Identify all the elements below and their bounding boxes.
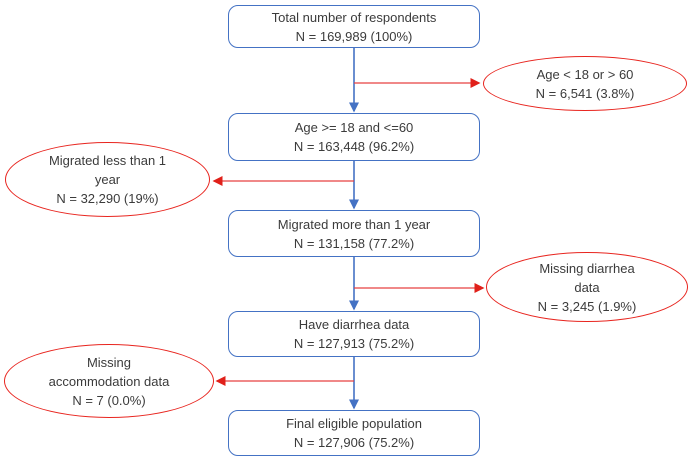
box-label: Age >= 18 and <=60 xyxy=(294,120,414,135)
flow-box-age-18-to-60: Age >= 18 and <=60 N = 163,448 (96.2%) xyxy=(228,113,480,161)
box-count: N = 169,989 (100%) xyxy=(295,28,413,44)
ellipse-label: Migrated less than 1 xyxy=(48,153,167,168)
flow-box-final-eligible: Final eligible population N = 127,906 (7… xyxy=(228,410,480,456)
flow-box-total-respondents: Total number of respondents N = 169,989 … xyxy=(228,5,480,48)
ellipse-label: accommodation data xyxy=(48,373,170,389)
ellipse-label: Missing diarrhea xyxy=(539,260,635,276)
ellipse-count: N = 3,245 (1.9%) xyxy=(537,298,637,314)
ellipse-excluded-missing-accommodation: Missing accommodation data N = 7 (0.0%) xyxy=(4,344,214,418)
ellipse-label: data xyxy=(574,279,600,295)
box-count: N = 127,906 (75.2%) xyxy=(293,435,415,450)
ellipse-count: N = 6,541 (3.8%) xyxy=(535,85,635,101)
ellipse-count: N = 32,290 (19%) xyxy=(56,191,159,206)
ellipse-count: N = 7 (0.0%) xyxy=(72,392,146,408)
box-label: Total number of respondents xyxy=(271,9,437,25)
ellipse-label: Missing xyxy=(86,354,132,370)
ellipse-excluded-missing-diarrhea: Missing diarrhea data N = 3,245 (1.9%) xyxy=(486,252,688,322)
box-count: N = 163,448 (96.2%) xyxy=(293,139,415,154)
ellipse-excluded-migrated-less-1yr: Migrated less than 1 year N = 32,290 (19… xyxy=(5,142,210,217)
box-label: Migrated more than 1 year xyxy=(277,216,431,232)
box-label: Final eligible population xyxy=(286,416,422,431)
box-count: N = 131,158 (77.2%) xyxy=(293,235,415,251)
box-label: Have diarrhea data xyxy=(298,317,410,332)
ellipse-label: year xyxy=(94,172,121,187)
flow-box-have-diarrhea-data: Have diarrhea data N = 127,913 (75.2%) xyxy=(228,311,480,357)
box-count: N = 127,913 (75.2%) xyxy=(293,336,415,351)
ellipse-excluded-age: Age < 18 or > 60 N = 6,541 (3.8%) xyxy=(483,56,687,111)
flow-box-migrated-more-1yr: Migrated more than 1 year N = 131,158 (7… xyxy=(228,210,480,257)
ellipse-label: Age < 18 or > 60 xyxy=(536,66,634,82)
